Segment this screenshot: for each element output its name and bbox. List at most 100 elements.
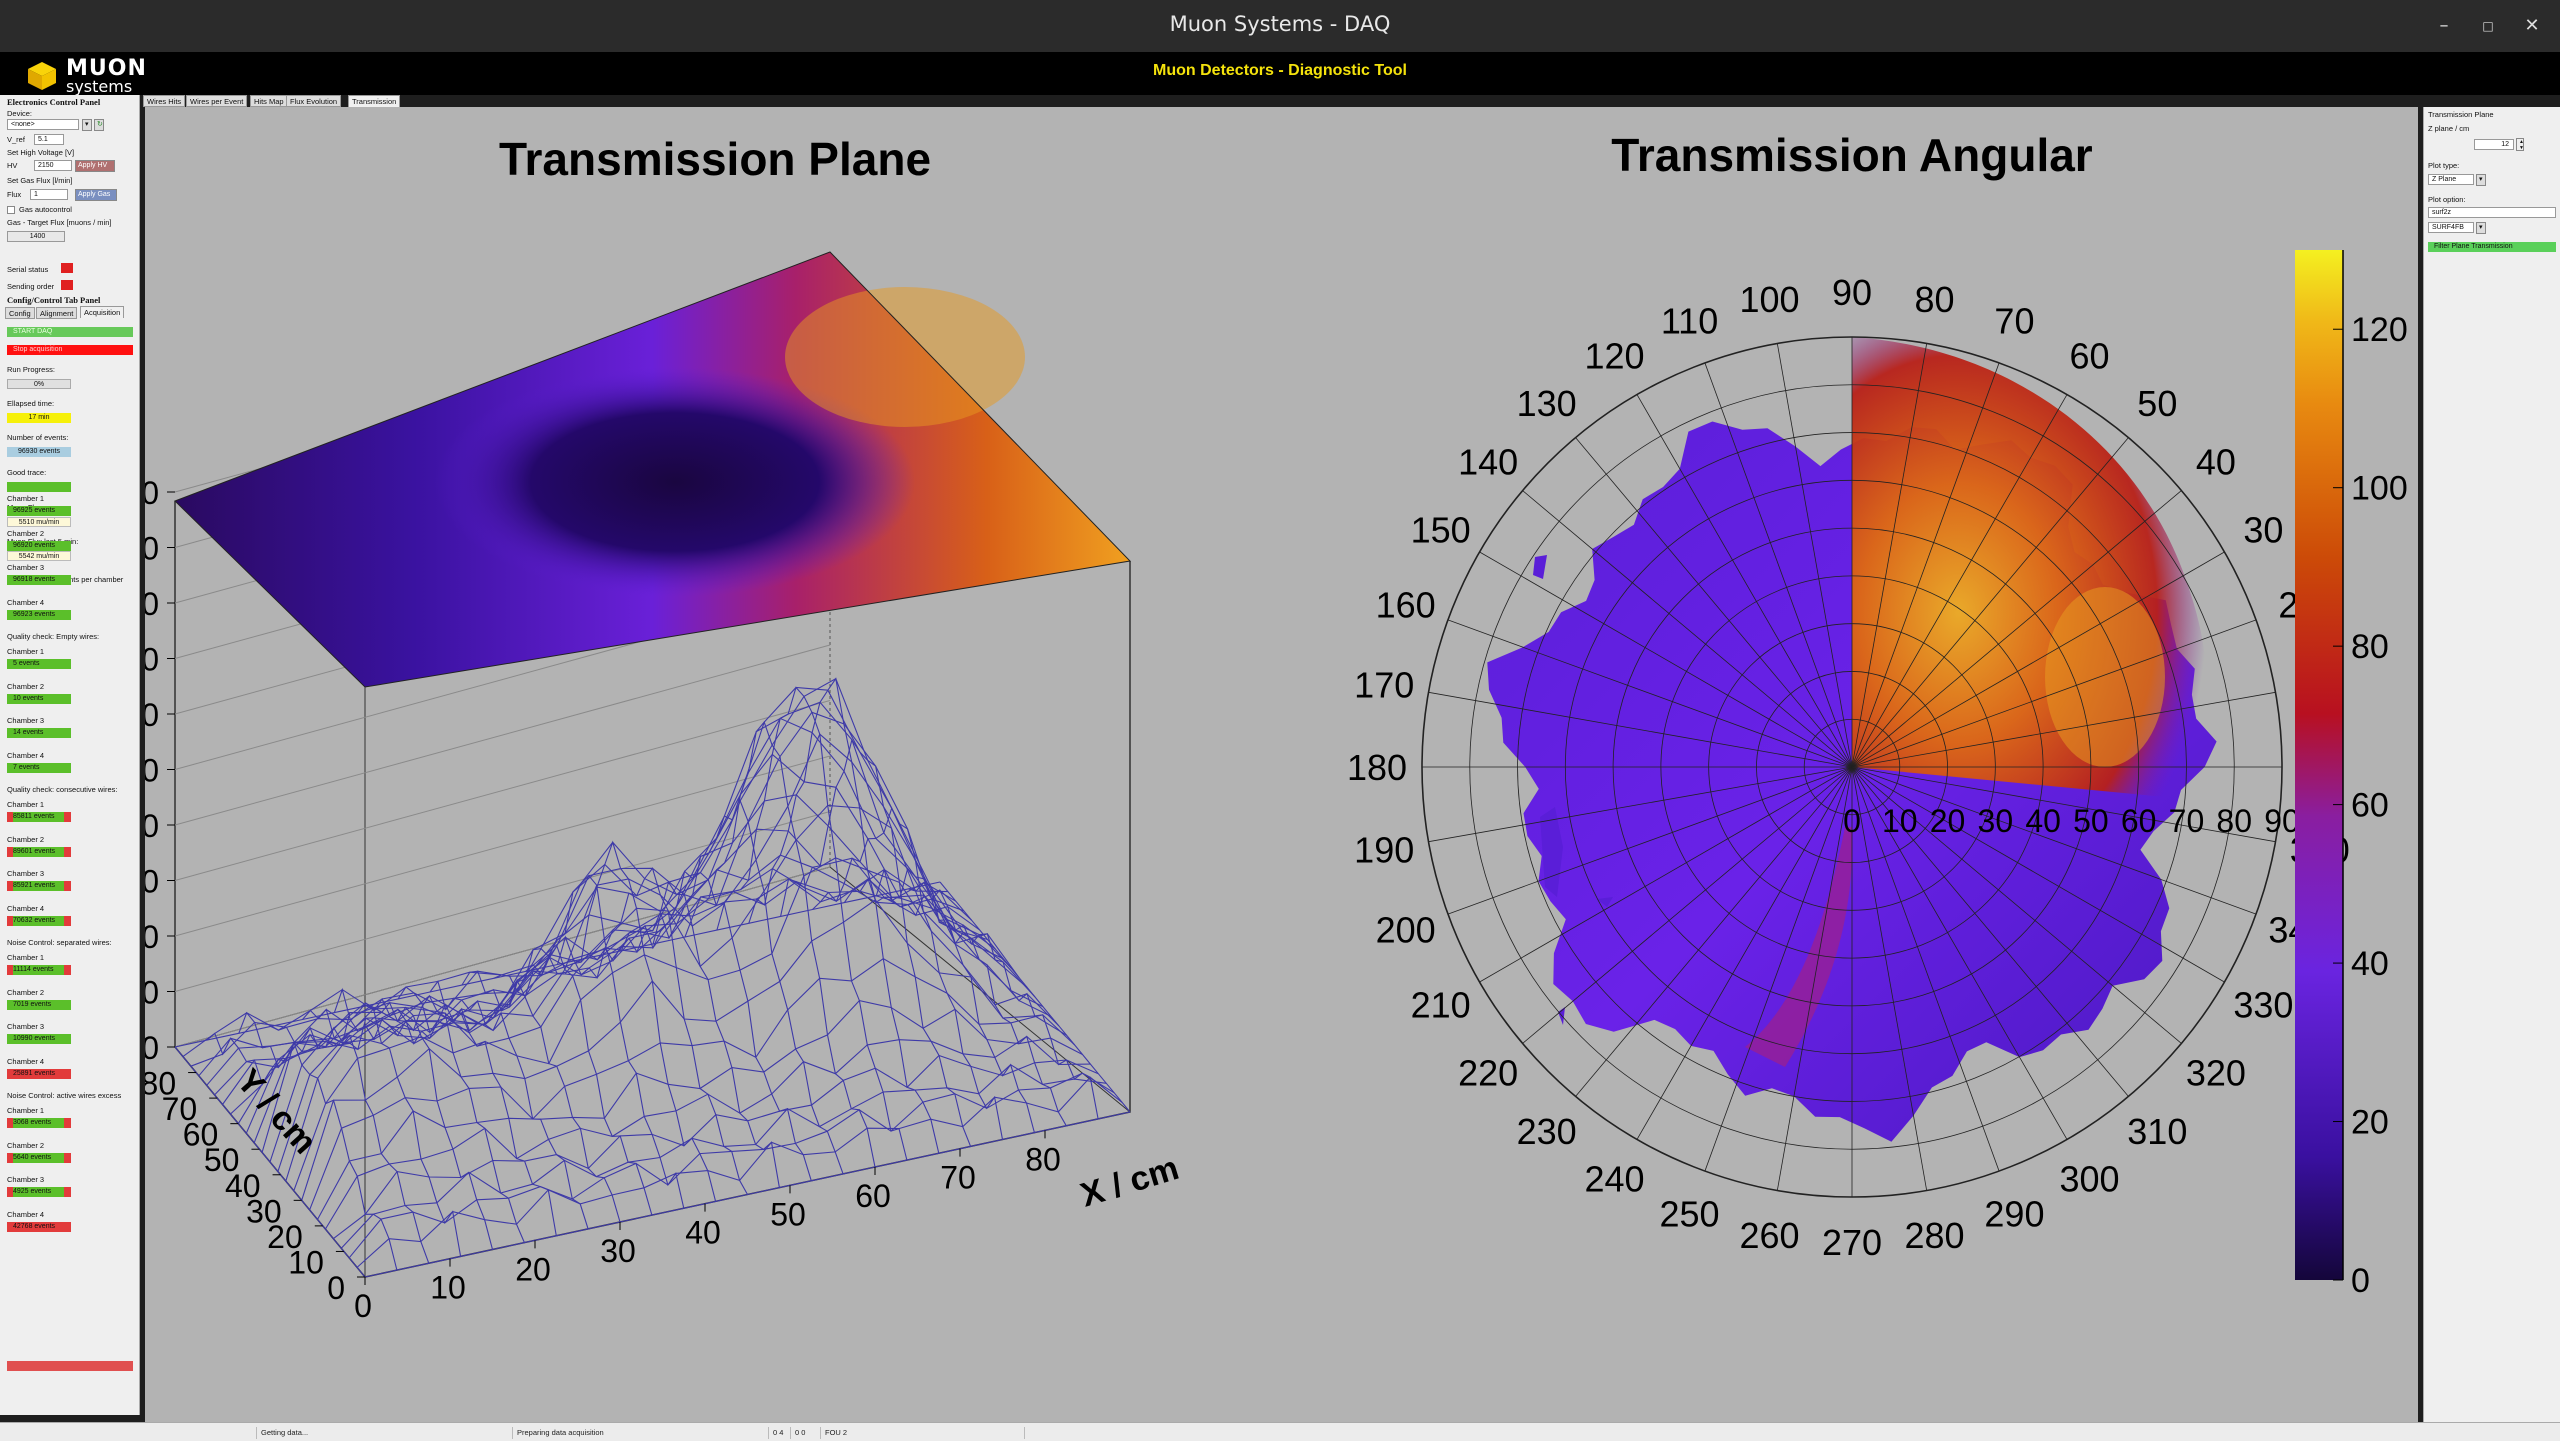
angle-tick-label: 320 [2186,1052,2246,1093]
polar-spoke [1575,437,1853,768]
x-tick-label: 50 [770,1196,806,1232]
subtab-acquisition[interactable]: Acquisition [80,306,125,318]
charts-svg: Transmission Plane 020406080100120140160… [106,129,2408,1324]
chamber-label: Chamber 2 [7,834,45,844]
draw-option-dropdown-icon[interactable]: ▾ [2476,222,2486,234]
polar-spoke [1428,691,1853,768]
plane-z-axis: 0 20 40 60 80 100 120 140 160 180 200 [106,475,175,1066]
events-value: 96930 events [7,447,71,457]
plane-wireframe-surface [174,677,1131,1278]
angle-tick-label: 230 [1517,1111,1577,1152]
tab-wires-per-event[interactable]: Wires per Event [186,95,248,107]
logo-text-main: MUON [66,56,147,81]
wireframe-line [285,804,1052,1182]
muon-systems-logo: MUON systems [26,56,147,96]
colorbar-tick-label: 80 [2351,628,2389,666]
polar-spoke [1522,766,1853,1044]
zplane-stepper-icon[interactable]: ▲ ▼ [2516,138,2524,151]
hv-input[interactable]: 2150 [34,160,72,171]
tab-hits-map[interactable]: Hits Map [250,95,288,107]
filter-plane-transmission-button[interactable]: Filter Plane Transmission [2428,242,2556,252]
gas-target-input[interactable]: 1400 [7,231,65,242]
radial-tick-label: 0 [1843,803,1861,839]
chamber-label: Chamber 1 [7,494,45,503]
plot-type-select[interactable]: Z Plane [2428,174,2474,185]
plot-option-input[interactable]: surf2z [2428,207,2556,218]
wireframe-line [198,867,964,1077]
chamber-label: Chamber 4 [7,1056,45,1066]
angle-tick-label: 100 [1739,279,1799,320]
chamber-label: Chamber 2 [7,987,45,997]
apply-gas-button[interactable]: Apply Gas [75,189,117,201]
maximize-icon[interactable]: □ [2482,19,2494,33]
angular-radial-labels: 0 10 20 30 40 50 60 70 80 90 [1843,803,2300,839]
chamber-status-value: 7 events [7,762,71,773]
wireframe-line [302,1001,494,1250]
wireframe-line [939,881,1131,1113]
chamber-label: Chamber 1 [7,1106,45,1115]
polar-spoke [1636,394,1853,768]
status-scroll[interactable] [4,1427,64,1439]
colorbar-tick-label: 0 [2351,1262,2370,1300]
status-cell-4: 0 0 [790,1427,805,1439]
tab-flux-evolution[interactable]: Flux Evolution [286,95,342,107]
subtab-config[interactable]: Config [5,307,35,319]
polar-spoke [1851,343,1928,768]
flux-input[interactable]: 1 [30,189,68,200]
wireframe-line [277,733,1044,1172]
polar-spoke [1851,766,1928,1191]
wireframe-line [397,986,589,1230]
y-tick-label: 70 [162,1091,198,1127]
polar-spoke [1704,362,1853,768]
tab-wires-hits[interactable]: Wires Hits [143,95,186,107]
plot-type-label: Plot type: [2428,161,2460,170]
device-dropdown-icon[interactable]: ▾ [82,119,92,131]
y-tick-label: 0 [327,1270,345,1306]
wireframe-line [907,881,1099,1120]
device-select[interactable]: <none> [7,119,79,130]
x-tick-label: 60 [855,1178,891,1214]
chamber-label: Chamber 3 [7,1022,45,1031]
z-tick-label: 200 [145,475,159,511]
wireframe-line [348,1072,1115,1259]
electronics-title: Electronics Control Panel [7,97,101,107]
start-daq-button[interactable]: START DAQ [7,327,133,337]
angle-tick-label: 270 [1822,1222,1882,1263]
plot-type-dropdown-icon[interactable]: ▾ [2476,174,2486,186]
z-tick-label: 120 [145,697,159,733]
z-tick-label: 80 [145,808,159,844]
minimize-icon[interactable]: – [2439,15,2449,36]
close-icon[interactable]: ✕ [2524,15,2540,36]
wireframe-line [875,867,1067,1127]
radial-tick-label: 90 [2264,803,2300,839]
zplane-input[interactable]: 12 [2474,139,2514,150]
plot-option-label: Plot option: [2428,195,2466,204]
tab-transmission[interactable]: Transmission [348,95,401,107]
z-gridline [174,866,831,1048]
angle-tick-label: 50 [2137,383,2177,424]
refresh-icon[interactable]: ↻ [94,119,104,131]
stop-acquisition-button[interactable]: Stop acquisition [7,345,133,355]
wireframe-line [356,1076,1123,1268]
flux-label: Flux [7,190,22,199]
x-tick-label: 30 [600,1233,636,1269]
status-bar: Getting data... Preparing data acquisiti… [0,1422,2560,1441]
subtab-alignment[interactable]: Alignment [36,307,78,319]
colorbar-tick-label: 20 [2351,1104,2389,1142]
polar-spoke [1428,766,1853,843]
x-tick-label: 70 [940,1160,976,1196]
polar-spoke [1479,766,1853,983]
apply-hv-button[interactable]: Apply HV [75,160,115,172]
colorbar-ticks: 0 20 40 60 80 100 120 [2333,311,2408,1300]
angular-speck [1597,897,1613,907]
draw-option-select[interactable]: SURF4FB [2428,222,2474,233]
config-panel-title: Config/Control Tab Panel [7,295,101,305]
zplane-label: Z plane / cm [2428,124,2470,133]
angle-tick-label: 70 [1994,301,2034,342]
vref-input[interactable]: 5.1 [34,134,64,145]
noise_active-title: Noise Control: active wires excess [7,1091,122,1100]
gas-autocontrol-checkbox[interactable] [7,206,15,214]
chamber-status-value: 42768 events [7,1221,71,1232]
plot-canvas[interactable]: Transmission Plane 020406080100120140160… [106,107,2418,1422]
